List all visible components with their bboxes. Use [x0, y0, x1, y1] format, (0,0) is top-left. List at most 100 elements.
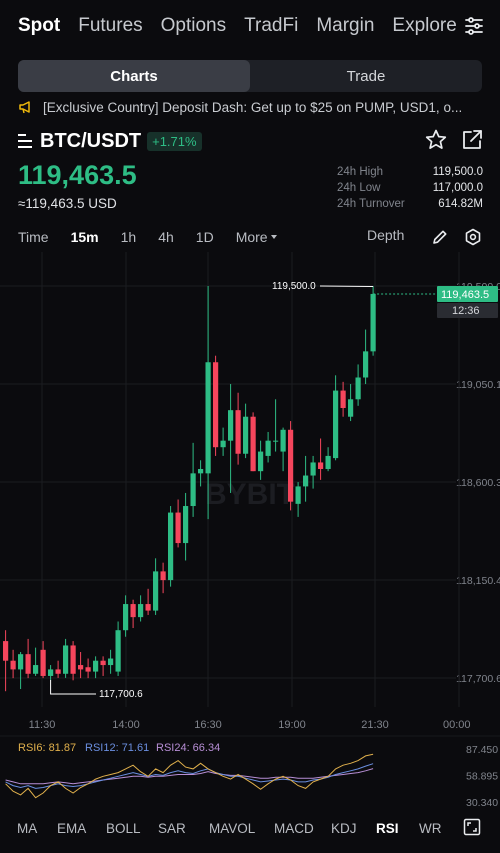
rsi-legend-label: RSI12: 71.61: [85, 742, 149, 754]
candle-body: [340, 390, 346, 408]
announcement-text: [Exclusive Country] Deposit Dash: Get up…: [43, 99, 463, 115]
high-marker-label: 119,500.0: [272, 281, 316, 292]
candle-body: [18, 654, 24, 670]
candle-body: [273, 440, 279, 442]
candle-body: [63, 645, 69, 674]
low-marker-label: 117,700.6: [99, 689, 143, 700]
last-price-tag-label: 119,463.5: [441, 289, 489, 301]
charts-tab[interactable]: Charts: [18, 60, 250, 92]
settings-icon[interactable]: [464, 228, 482, 246]
stat-row-high: 24h High 119,500.0: [337, 166, 483, 178]
share-icon[interactable]: [460, 128, 484, 152]
candle-body: [25, 654, 31, 674]
interval-1d[interactable]: 1D: [195, 229, 214, 245]
indicator-macd[interactable]: MACD: [274, 820, 314, 836]
candle-body: [10, 660, 16, 670]
candle-body: [303, 475, 309, 487]
indicator-boll[interactable]: BOLL: [106, 820, 141, 836]
pair-header: BTC/USDT +1.71%: [18, 128, 202, 154]
time-axis-label: 16:30: [194, 719, 222, 731]
rsi-axis-label: 30.340: [466, 797, 498, 809]
candle-body: [295, 486, 301, 504]
interval-4h[interactable]: 4h: [158, 229, 174, 245]
candle-body: [100, 660, 106, 666]
rsi-axis-label: 58.895: [466, 771, 498, 783]
interval-1h[interactable]: 1h: [120, 229, 137, 245]
indicator-ema[interactable]: EMA: [57, 820, 87, 836]
candle-body: [213, 362, 219, 448]
interval-time[interactable]: Time: [18, 229, 49, 245]
interval-bar: Time 15m 1h 4h 1D More: [18, 227, 299, 247]
time-axis-label: 21:30: [361, 719, 389, 731]
candle-body: [205, 362, 211, 474]
fullscreen-icon[interactable]: [463, 818, 481, 836]
interval-15m[interactable]: 15m: [70, 229, 99, 245]
candle-body: [55, 669, 61, 674]
high-marker-line: [319, 285, 374, 287]
candle-body: [348, 399, 354, 417]
candle-body: [318, 462, 324, 469]
nav-tab-options[interactable]: Options: [160, 15, 227, 36]
indicator-sar[interactable]: SAR: [158, 820, 186, 836]
candle-body: [235, 410, 241, 454]
announcement-bar[interactable]: [Exclusive Country] Deposit Dash: Get up…: [18, 96, 486, 118]
nav-tab-spot[interactable]: Spot: [18, 15, 61, 36]
last-price: 119,463.5: [18, 160, 137, 190]
watermark-logo: BYBIT: [205, 478, 295, 511]
candle-body: [153, 571, 159, 611]
candle-body: [85, 667, 91, 672]
candle-body: [310, 462, 316, 476]
candle-body: [258, 451, 264, 472]
filter-settings-icon[interactable]: [462, 14, 486, 38]
candle-body: [190, 473, 196, 507]
rsi12-line: [5, 763, 374, 789]
countdown-label: 12:36: [452, 305, 480, 317]
candle-body: [70, 645, 76, 674]
rsi-axis-label: 87.450: [466, 744, 498, 756]
candle-body: [40, 649, 46, 676]
price-axis-label: 118,600.3: [456, 477, 500, 489]
rsi-legend-label: RSI6: 81.87: [18, 742, 76, 754]
candle-body: [288, 429, 294, 502]
trade-tab[interactable]: Trade: [346, 67, 386, 85]
candle-body: [363, 351, 369, 378]
indicator-wr[interactable]: WR: [419, 820, 442, 836]
candle-body: [130, 604, 136, 618]
interval-more[interactable]: More: [236, 229, 277, 245]
candle-body: [108, 658, 114, 666]
pair-menu-icon[interactable]: [18, 133, 36, 149]
nav-tab-tradfi[interactable]: TradFi: [244, 15, 299, 36]
depth-tab[interactable]: Depth: [367, 227, 405, 243]
candle-body: [370, 293, 376, 352]
charts-trade-toggle: Charts Trade: [18, 60, 482, 92]
top-nav: Spot Futures Options TradFi Margin Explo…: [0, 0, 500, 52]
indicator-bar: MA EMA BOLL SAR MAVOL MACD KDJ RSI WR: [0, 812, 500, 844]
indicator-mavol[interactable]: MAVOL: [209, 820, 256, 836]
nav-tab-explore[interactable]: Explore: [392, 15, 457, 36]
candle-body: [33, 665, 39, 674]
countdown-tag: [437, 302, 498, 318]
time-axis-label: 14:00: [112, 719, 140, 731]
megaphone-icon: [19, 101, 30, 114]
pencil-icon[interactable]: [431, 228, 449, 246]
low-marker-line: [50, 680, 96, 695]
indicator-rsi[interactable]: RSI: [376, 820, 399, 836]
candle-body: [280, 429, 286, 452]
candle-body: [333, 390, 339, 459]
time-axis-label: 19:00: [278, 719, 306, 731]
favorite-star-icon[interactable]: [424, 128, 448, 152]
candle-body: [250, 416, 256, 472]
nav-tab-margin[interactable]: Margin: [316, 15, 375, 36]
candle-body: [145, 604, 151, 611]
indicator-kdj[interactable]: KDJ: [331, 820, 357, 836]
last-price-tag: [437, 285, 498, 302]
pair-symbol[interactable]: BTC/USDT: [40, 129, 142, 152]
price-chart[interactable]: 119,500.0 119,050.1 118,600.3 118,150.4 117,…: [0, 252, 500, 812]
nav-tab-futures[interactable]: Futures: [78, 15, 143, 36]
indicator-ma[interactable]: MA: [17, 820, 38, 836]
candle-body: [138, 604, 144, 618]
candle-body: [243, 416, 249, 454]
candle-body: [183, 506, 189, 544]
rsi6-line: [5, 753, 374, 799]
price-axis-label: 119,050.1: [456, 379, 500, 391]
